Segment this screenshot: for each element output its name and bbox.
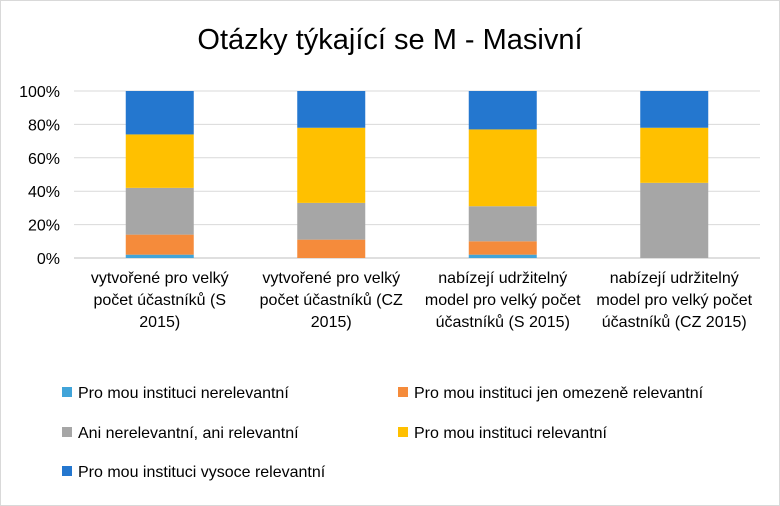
bar-segment <box>640 91 709 128</box>
legend-swatch <box>62 465 72 476</box>
bar-segment <box>297 127 366 203</box>
legend-item: Pro mou instituci vysoce relevantní <box>62 464 325 482</box>
bar-segment <box>125 91 194 135</box>
bar-segment <box>125 134 194 188</box>
bar-segment <box>468 91 537 130</box>
legend-swatch <box>398 386 408 397</box>
legend-item: Pro mou instituci nerelevantní <box>62 385 289 403</box>
y-tick-label: 80% <box>28 117 60 134</box>
legend-label: Pro mou instituci nerelevantní <box>78 385 289 402</box>
legend-item: Pro mou instituci jen omezeně relevantní <box>398 385 703 403</box>
legend-swatch <box>62 386 72 397</box>
legend-item: Ani nerelevantní, ani relevantní <box>62 425 299 443</box>
y-tick-label: 40% <box>28 184 60 201</box>
category-label: nabízejí udržitelný model pro velký poče… <box>596 270 753 331</box>
bar-segment <box>468 129 537 207</box>
bar-segment <box>297 91 366 128</box>
legend-label: Pro mou instituci vysoce relevantní <box>78 464 326 481</box>
bar-segment <box>297 202 366 240</box>
category-label: vytvořené pro velký počet účastníků (S 2… <box>90 270 229 331</box>
legend-label: Ani nerelevantní, ani relevantní <box>78 425 299 442</box>
bar-segment <box>640 127 709 183</box>
y-tick-label: 60% <box>28 151 60 168</box>
y-tick-label: 100% <box>19 84 60 101</box>
bar-segment <box>468 254 537 258</box>
bar-segment <box>297 239 366 258</box>
chart-title: Otázky týkající se M - Masivní <box>197 24 583 56</box>
bar-segment <box>468 206 537 242</box>
legend-label: Pro mou instituci relevantní <box>414 425 607 442</box>
legend-label: Pro mou instituci jen omezeně relevantní <box>414 385 704 402</box>
y-tick-label: 20% <box>28 218 60 235</box>
bar-segment <box>468 241 537 255</box>
bar-segment <box>640 182 709 258</box>
category-label: nabízejí udržitelný model pro velký poče… <box>424 270 581 331</box>
legend-swatch <box>62 426 72 437</box>
bar-segment <box>125 234 194 255</box>
bar-segment <box>125 254 194 258</box>
category-label: vytvořené pro velký počet účastníků (CZ … <box>259 270 403 331</box>
bar-segment <box>125 187 194 235</box>
legend-item: Pro mou instituci relevantní <box>398 425 607 443</box>
y-tick-label: 0% <box>37 251 60 268</box>
legend-swatch <box>398 426 408 437</box>
